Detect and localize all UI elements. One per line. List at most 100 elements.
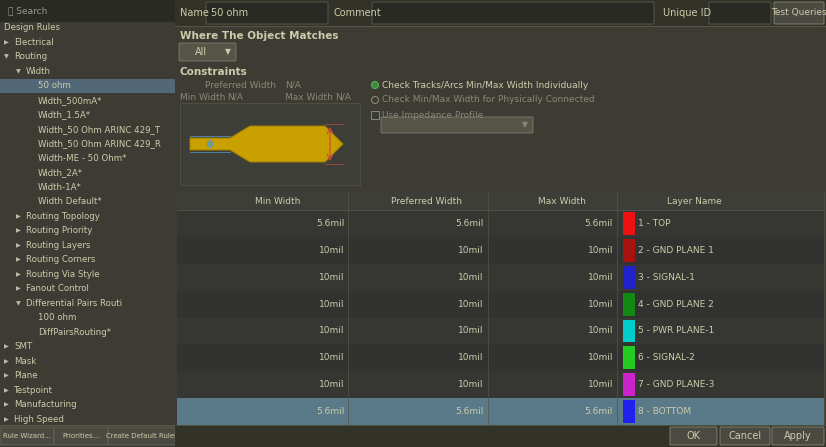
Text: Constraints: Constraints: [180, 67, 248, 77]
Text: 50 ohm: 50 ohm: [38, 81, 71, 90]
Text: ▶: ▶: [4, 359, 9, 364]
Bar: [623, 293, 635, 316]
Bar: [0, 79, 175, 93]
Text: 10mil: 10mil: [458, 246, 483, 255]
Text: ▶: ▶: [4, 373, 9, 378]
Text: N/A: N/A: [335, 93, 351, 101]
Text: ▶: ▶: [4, 417, 9, 422]
Text: Rule Wizard...: Rule Wizard...: [3, 433, 51, 439]
Text: 1 - TOP: 1 - TOP: [638, 219, 671, 228]
Text: 10mil: 10mil: [587, 273, 613, 282]
Bar: [623, 400, 635, 423]
Text: ▼: ▼: [4, 54, 9, 59]
Text: ▶: ▶: [4, 402, 9, 407]
Text: Width Default*: Width Default*: [38, 197, 102, 207]
Text: 10mil: 10mil: [319, 273, 344, 282]
FancyBboxPatch shape: [670, 427, 717, 445]
Text: Routing Topology: Routing Topology: [26, 212, 100, 221]
Text: 10mil: 10mil: [319, 299, 344, 308]
Bar: [175, 425, 826, 447]
Bar: [177, 264, 824, 291]
Text: Where The Object Matches: Where The Object Matches: [180, 31, 339, 41]
FancyBboxPatch shape: [206, 2, 328, 24]
Bar: [177, 210, 824, 237]
Text: Apply: Apply: [784, 431, 812, 441]
Bar: [177, 371, 824, 398]
Text: 4 - GND PLANE 2: 4 - GND PLANE 2: [638, 299, 714, 308]
Text: Width_500mA*: Width_500mA*: [38, 96, 102, 105]
Text: DiffPairsRouting*: DiffPairsRouting*: [38, 328, 111, 337]
Text: Differential Pairs Routi: Differential Pairs Routi: [26, 299, 122, 308]
Bar: [623, 212, 635, 235]
FancyBboxPatch shape: [108, 427, 175, 445]
Text: 10mil: 10mil: [587, 353, 613, 363]
Bar: [371, 111, 379, 119]
Text: Min Width: Min Width: [180, 93, 225, 101]
Text: Width-ME - 50 Ohm*: Width-ME - 50 Ohm*: [38, 154, 126, 163]
Text: Create Default Rules: Create Default Rules: [106, 433, 178, 439]
Text: 5.6mil: 5.6mil: [455, 219, 483, 228]
Bar: [177, 317, 824, 344]
Text: 5.6mil: 5.6mil: [585, 219, 613, 228]
Text: Routing Via Style: Routing Via Style: [26, 270, 100, 279]
Text: 5.6mil: 5.6mil: [316, 219, 344, 228]
Text: Max Width: Max Width: [538, 197, 586, 206]
Bar: [0, 0, 175, 22]
Text: 8 - BOTTOM: 8 - BOTTOM: [638, 407, 691, 416]
Text: Use Impedance Profile: Use Impedance Profile: [382, 110, 483, 119]
Text: Routing Corners: Routing Corners: [26, 255, 95, 264]
Text: Design Rules: Design Rules: [4, 23, 60, 32]
Bar: [0, 425, 175, 447]
Text: 5.6mil: 5.6mil: [316, 407, 344, 416]
Bar: [623, 346, 635, 369]
Bar: [623, 239, 635, 262]
Polygon shape: [190, 126, 343, 162]
FancyBboxPatch shape: [372, 2, 654, 24]
Text: Max Width: Max Width: [285, 93, 333, 101]
Text: ▼: ▼: [225, 47, 231, 56]
Text: 5.6mil: 5.6mil: [455, 407, 483, 416]
Text: 5 - PWR PLANE-1: 5 - PWR PLANE-1: [638, 326, 714, 335]
Text: ▶: ▶: [4, 388, 9, 393]
Text: High Speed: High Speed: [14, 415, 64, 424]
Text: ▶: ▶: [4, 344, 9, 349]
Text: Routing: Routing: [14, 52, 47, 61]
Text: ▼: ▼: [16, 301, 21, 306]
Text: 5.6mil: 5.6mil: [585, 407, 613, 416]
Text: 10mil: 10mil: [319, 326, 344, 335]
Text: Test Queries: Test Queries: [771, 8, 826, 17]
Text: 10mil: 10mil: [587, 246, 613, 255]
FancyBboxPatch shape: [772, 427, 824, 445]
Text: Min Width: Min Width: [254, 197, 300, 206]
Text: 3 - SIGNAL-1: 3 - SIGNAL-1: [638, 273, 695, 282]
Text: Width_2A*: Width_2A*: [38, 169, 83, 177]
FancyBboxPatch shape: [709, 2, 771, 24]
Text: 10mil: 10mil: [458, 380, 483, 389]
Text: ▶: ▶: [16, 272, 21, 277]
Text: SMT: SMT: [14, 342, 32, 351]
Text: 10mil: 10mil: [587, 299, 613, 308]
Text: Comment: Comment: [333, 8, 381, 18]
Text: 🔍 Search: 🔍 Search: [8, 7, 47, 16]
Text: 10mil: 10mil: [458, 299, 483, 308]
Bar: [623, 373, 635, 396]
Text: 50 ohm: 50 ohm: [211, 8, 248, 18]
Bar: [177, 192, 824, 425]
Bar: [177, 237, 824, 264]
Text: 6 - SIGNAL-2: 6 - SIGNAL-2: [638, 353, 695, 363]
Bar: [177, 344, 824, 371]
Text: N/A: N/A: [285, 80, 301, 89]
Text: Unique ID: Unique ID: [663, 8, 711, 18]
Text: Layer Name: Layer Name: [667, 197, 722, 206]
Text: Width-1A*: Width-1A*: [38, 183, 82, 192]
Bar: [177, 398, 824, 425]
Text: Electrical: Electrical: [14, 38, 54, 47]
Text: 10mil: 10mil: [458, 326, 483, 335]
Text: 10mil: 10mil: [458, 353, 483, 363]
Bar: [623, 320, 635, 342]
Text: Name: Name: [180, 8, 209, 18]
Text: Width: Width: [26, 67, 51, 76]
Bar: [623, 266, 635, 289]
Text: N/A: N/A: [227, 93, 243, 101]
Text: Check Tracks/Arcs Min/Max Width Individually: Check Tracks/Arcs Min/Max Width Individu…: [382, 80, 588, 89]
